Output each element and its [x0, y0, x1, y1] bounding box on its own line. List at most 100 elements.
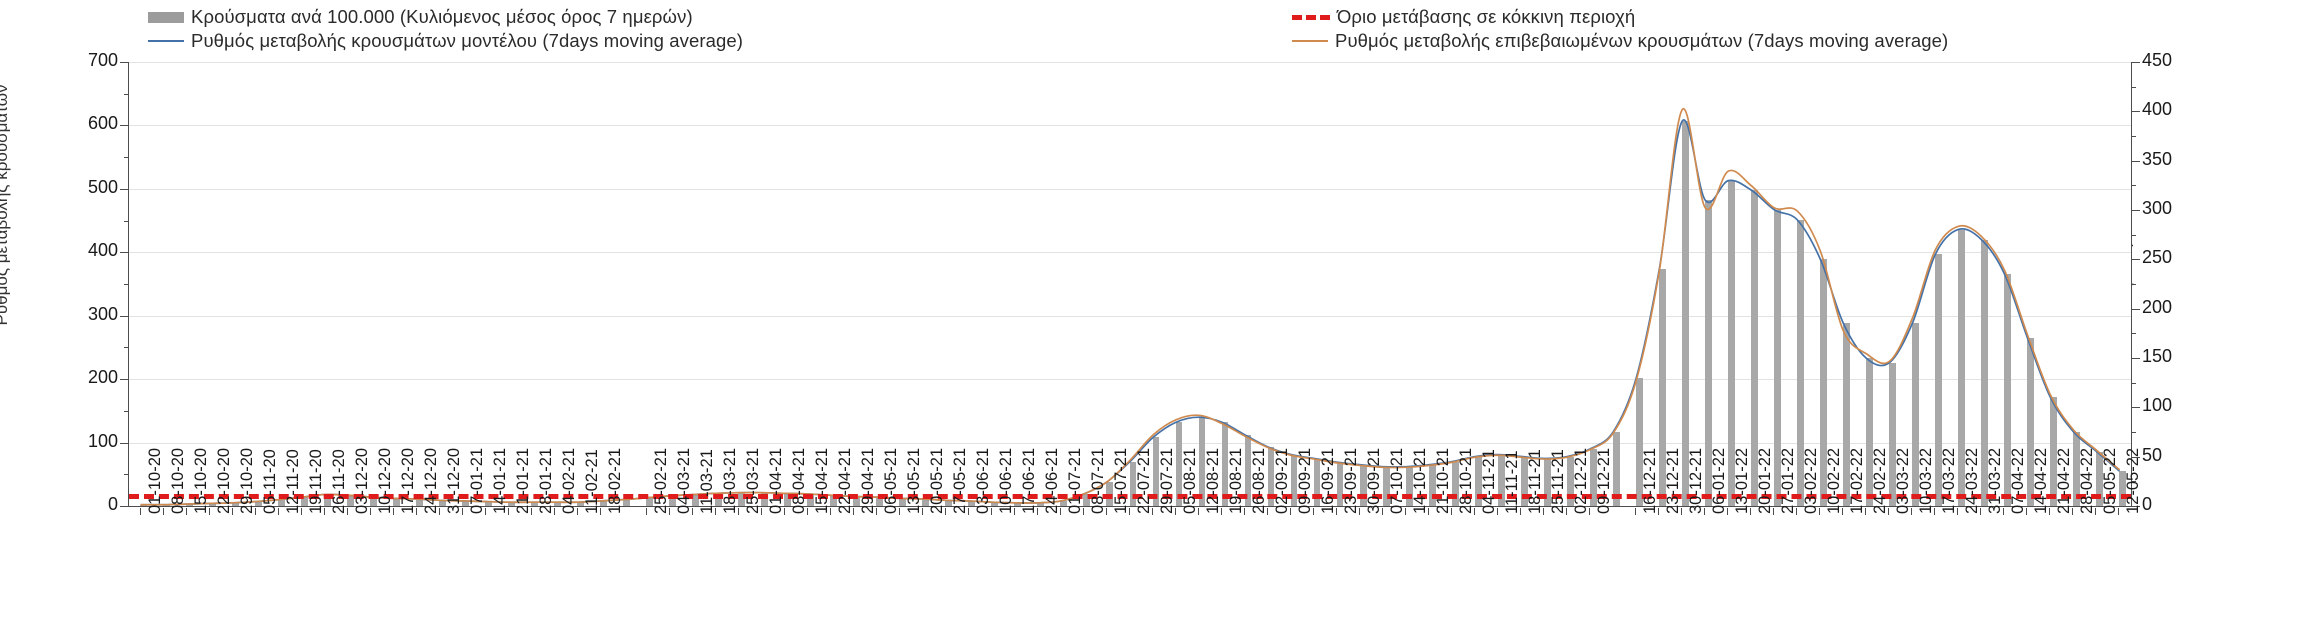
x-axis-tick-label: 12-05-22 — [2124, 447, 2143, 514]
bar — [1773, 210, 1781, 506]
x-axis-tickmark — [829, 508, 831, 515]
bar — [554, 502, 562, 506]
tickmark — [120, 315, 129, 317]
y-axis-tick-label: 150 — [2142, 346, 2173, 366]
tickmark — [2131, 382, 2136, 384]
x-axis-tickmark — [645, 508, 647, 515]
bar — [1704, 200, 1712, 506]
bar — [1658, 269, 1666, 506]
x-axis-tickmark — [438, 508, 440, 515]
x-axis-tickmark — [1497, 508, 1499, 515]
x-axis-tickmark — [668, 508, 670, 515]
x-axis-tickmark — [1382, 508, 1384, 515]
tickmark — [2131, 86, 2136, 88]
tickmark — [2131, 284, 2136, 285]
x-axis-tick-label: 08-10-20 — [168, 447, 187, 514]
x-axis-tickmark — [2072, 508, 2074, 515]
red-threshold-dashed-line — [129, 493, 2131, 499]
x-axis-tick-label: 01-07-21 — [1065, 447, 1084, 514]
bar — [1911, 323, 1919, 506]
threshold-line — [129, 62, 2131, 506]
x-axis-tick-labels: 01-10-20 08-10-20 15-10-20 22-10-20 29-10-20… — [128, 448, 2142, 638]
x-axis-tickmark — [1428, 508, 1430, 515]
x-axis-tickmark — [1451, 508, 1453, 515]
x-axis-tick-label: 16-09-21 — [1319, 447, 1338, 514]
x-axis-tickmark — [967, 508, 969, 515]
tickmark — [2131, 160, 2140, 162]
x-axis-tick-label: 09-09-21 — [1296, 447, 1315, 514]
x-axis-tickmark — [2026, 508, 2028, 515]
bar — [1681, 121, 1689, 506]
bar — [1359, 464, 1367, 506]
legend-item-confirmed-rate[interactable]: Ρυθμός μεταβολής επιβεβαιωμένων κρουσμάτ… — [1292, 30, 1948, 52]
bar — [853, 496, 861, 506]
legend-item-red-threshold[interactable]: Όριο μετάβασης σε κόκκινη περιοχή — [1292, 6, 1635, 28]
x-axis-tickmark — [1198, 508, 1200, 515]
bar — [1750, 190, 1758, 506]
y-axis-tick-label: 0 — [2142, 494, 2153, 514]
x-axis-tick-label: 04-02-21 — [559, 447, 578, 514]
x-axis-tick-label: 25-03-21 — [743, 447, 762, 514]
x-axis-tickmark — [208, 508, 210, 515]
x-axis-tick-label: 30-12-21 — [1687, 447, 1706, 514]
tickmark — [120, 252, 129, 254]
x-axis-tickmark — [1520, 508, 1522, 515]
y-axis-tick-label: 450 — [2142, 50, 2173, 70]
x-axis-tickmark — [185, 508, 187, 515]
tickmark — [124, 474, 129, 476]
bar — [1382, 466, 1390, 506]
x-axis-tickmark — [1405, 508, 1407, 515]
tickmark — [124, 347, 129, 349]
bar-swatch-icon — [148, 11, 184, 23]
bar — [738, 492, 746, 506]
x-axis-tickmark — [806, 508, 808, 515]
x-axis-tick-label: 22-04-21 — [835, 447, 854, 514]
x-axis-tick-label: 11-02-21 — [582, 449, 601, 514]
x-axis-tick-label: 23-09-21 — [1342, 447, 1361, 514]
x-axis-tick-label: 10-06-21 — [996, 447, 1015, 514]
line-swatch-icon — [148, 40, 184, 42]
x-axis-tickmark — [944, 508, 946, 515]
x-axis-tickmark — [921, 508, 923, 515]
x-axis-tick-label: 07-10-21 — [1388, 447, 1407, 514]
x-axis-tickmark — [346, 508, 348, 515]
x-axis-tickmark — [1635, 508, 1637, 515]
bar — [324, 494, 331, 506]
x-axis-tick-label: 30-09-21 — [1365, 447, 1384, 514]
tickmark — [124, 157, 129, 159]
gridline — [129, 379, 2131, 381]
legend-label-cases-per-100k: Κρούσματα ανά 100.000 (Κυλιόμενος μέσος … — [191, 6, 693, 27]
bar — [1083, 494, 1091, 506]
x-axis-tick-label: 25-02-21 — [651, 447, 670, 514]
legend-item-cases-per-100k[interactable]: Κρούσματα ανά 100.000 (Κυλιόμενος μέσος … — [148, 6, 693, 28]
plot-area — [120, 62, 2140, 507]
x-axis-tickmark — [1704, 508, 1706, 515]
x-axis-tick-label: 17-02-22 — [1848, 447, 1867, 514]
x-axis-tickmark — [1082, 508, 1084, 515]
y-axis-tick-label: 100 — [87, 430, 118, 451]
x-axis-tick-label: 25-11-21 — [1549, 449, 1568, 514]
x-axis-tick-label: 19-11-20 — [306, 449, 325, 514]
x-axis-tickmark — [760, 508, 762, 515]
x-axis-tickmark — [1934, 508, 1936, 515]
x-axis-tickmark — [1727, 508, 1729, 515]
bar — [1290, 454, 1298, 506]
x-axis-tickmark — [1129, 508, 1130, 515]
x-axis-tick-label: 24-02-22 — [1871, 447, 1890, 514]
tickmark — [2131, 234, 2136, 236]
x-axis-tick-label: 27-05-21 — [950, 447, 969, 514]
tickmark — [2131, 506, 2140, 507]
tickmark — [124, 284, 129, 285]
x-axis-tickmark — [1911, 508, 1913, 515]
bar — [1037, 503, 1045, 506]
legend-label-confirmed-rate: Ρυθμός μεταβολής επιβεβαιωμένων κρουσμάτ… — [1335, 30, 1949, 51]
y-axis-tick-label: 200 — [2142, 296, 2173, 317]
x-axis-tickmark — [1313, 508, 1315, 515]
x-axis-tick-label: 01-04-21 — [766, 447, 785, 514]
x-axis-tickmark — [1658, 508, 1660, 515]
x-axis-tickmark — [1244, 508, 1246, 515]
legend-item-model-rate[interactable]: Ρυθμός μεταβολής κρουσμάτων μοντέλου (7d… — [148, 30, 743, 52]
bar — [646, 498, 654, 506]
x-axis-tick-label: 07-04-22 — [2009, 447, 2028, 514]
x-axis-tick-label: 29-07-21 — [1158, 447, 1176, 514]
